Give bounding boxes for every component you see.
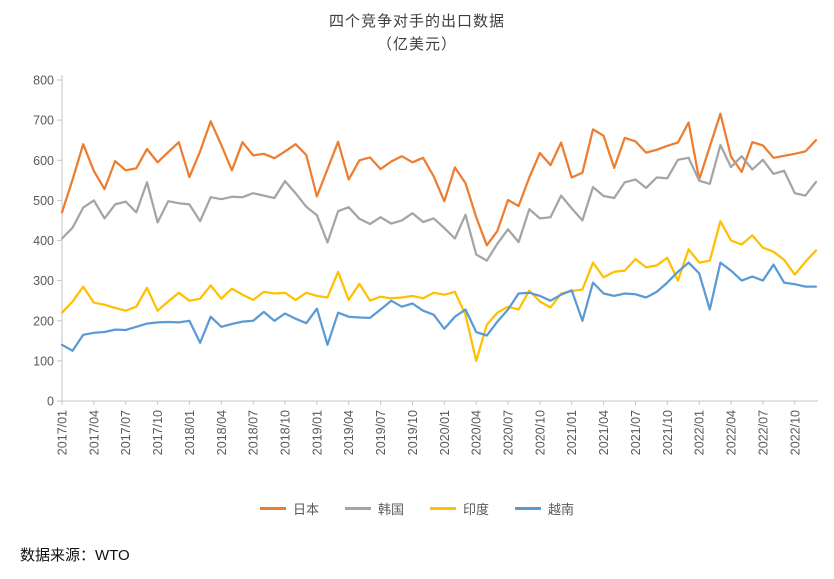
x-axis-tick-label: 2019/10: [406, 410, 420, 455]
x-axis-tick-label: 2022/10: [788, 410, 802, 455]
legend-swatch-icon: [259, 507, 286, 510]
x-axis-tick-label: 2017/10: [151, 410, 165, 455]
x-axis-tick-label: 2018/04: [215, 410, 229, 455]
x-axis-tick-label: 2017/01: [56, 410, 70, 455]
y-axis-tick-label: 300: [33, 274, 54, 288]
x-axis-tick-label: 2018/01: [183, 410, 197, 455]
x-axis-tick-label: 2019/01: [310, 410, 324, 455]
x-axis-tick-label: 2022/01: [693, 410, 707, 455]
y-axis-tick-label: 200: [33, 314, 54, 328]
x-axis-tick-label: 2021/04: [597, 410, 611, 455]
series-line-2: [60, 220, 818, 363]
x-axis-tick-label: 2020/10: [533, 410, 547, 455]
legend-item-3: 越南: [515, 499, 574, 518]
legend-label: 印度: [463, 502, 490, 517]
x-axis-tick-label: 2021/10: [661, 410, 675, 455]
legend-label: 韩国: [377, 502, 404, 517]
x-axis-tick-label: 2022/07: [756, 410, 770, 455]
x-axis-tick-label: 2018/10: [279, 410, 293, 455]
y-axis-tick-label: 0: [47, 395, 54, 409]
x-axis-tick-label: 2020/04: [470, 410, 484, 455]
series-line-1: [60, 143, 818, 262]
legend-label: 日本: [292, 502, 319, 517]
legend-item-1: 韩国: [344, 499, 404, 518]
x-axis-tick-label: 2022/04: [725, 410, 739, 455]
y-axis-tick-label: 800: [33, 74, 54, 88]
legend-item-0: 日本: [259, 499, 319, 518]
chart-title: 四个竞争对手的出口数据: [328, 13, 505, 30]
legend-item-2: 印度: [430, 499, 489, 518]
x-axis-tick-label: 2019/07: [374, 410, 388, 455]
y-axis-tick-label: 100: [33, 354, 54, 368]
x-axis-tick-label: 2017/07: [119, 410, 133, 455]
x-axis-tick-label: 2020/01: [438, 410, 452, 455]
legend-swatch-icon: [430, 507, 456, 510]
chart-legend: 日本 韩国 印度 越南: [0, 499, 834, 518]
x-axis-tick-label: 2021/01: [565, 410, 579, 455]
chart-subtitle: （亿美元）: [376, 36, 457, 53]
series-line-3: [60, 261, 818, 352]
x-axis-tick-label: 2021/07: [629, 410, 643, 455]
y-axis-tick-label: 600: [33, 154, 54, 168]
y-axis-tick-label: 700: [33, 114, 54, 128]
x-axis-tick-label: 2018/07: [247, 410, 261, 455]
y-axis-tick-label: 500: [33, 194, 54, 208]
x-axis-tick-label: 2020/07: [502, 410, 516, 455]
legend-swatch-icon: [515, 507, 542, 510]
series-line-0: [60, 112, 818, 247]
x-axis-tick-label: 2017/04: [87, 410, 101, 455]
data-source-note: 数据来源：WTO: [20, 547, 130, 564]
y-axis-tick-label: 400: [33, 234, 54, 248]
x-axis-tick-label: 2019/04: [342, 410, 356, 455]
legend-label: 越南: [548, 502, 575, 517]
legend-swatch-icon: [344, 507, 371, 510]
